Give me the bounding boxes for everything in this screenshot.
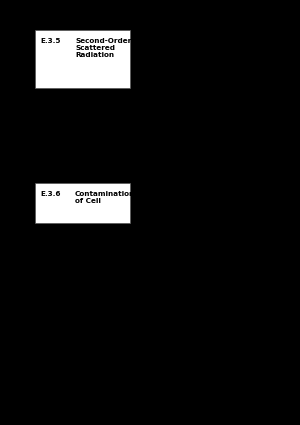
Text: E.3.6: E.3.6: [40, 191, 61, 197]
Bar: [35, 30, 130, 88]
Text: Second-Order
Scattered
Radiation: Second-Order Scattered Radiation: [75, 38, 131, 58]
Text: E.3.5: E.3.5: [40, 38, 61, 44]
Bar: [35, 183, 130, 223]
Text: Contamination
of Cell: Contamination of Cell: [75, 191, 135, 204]
